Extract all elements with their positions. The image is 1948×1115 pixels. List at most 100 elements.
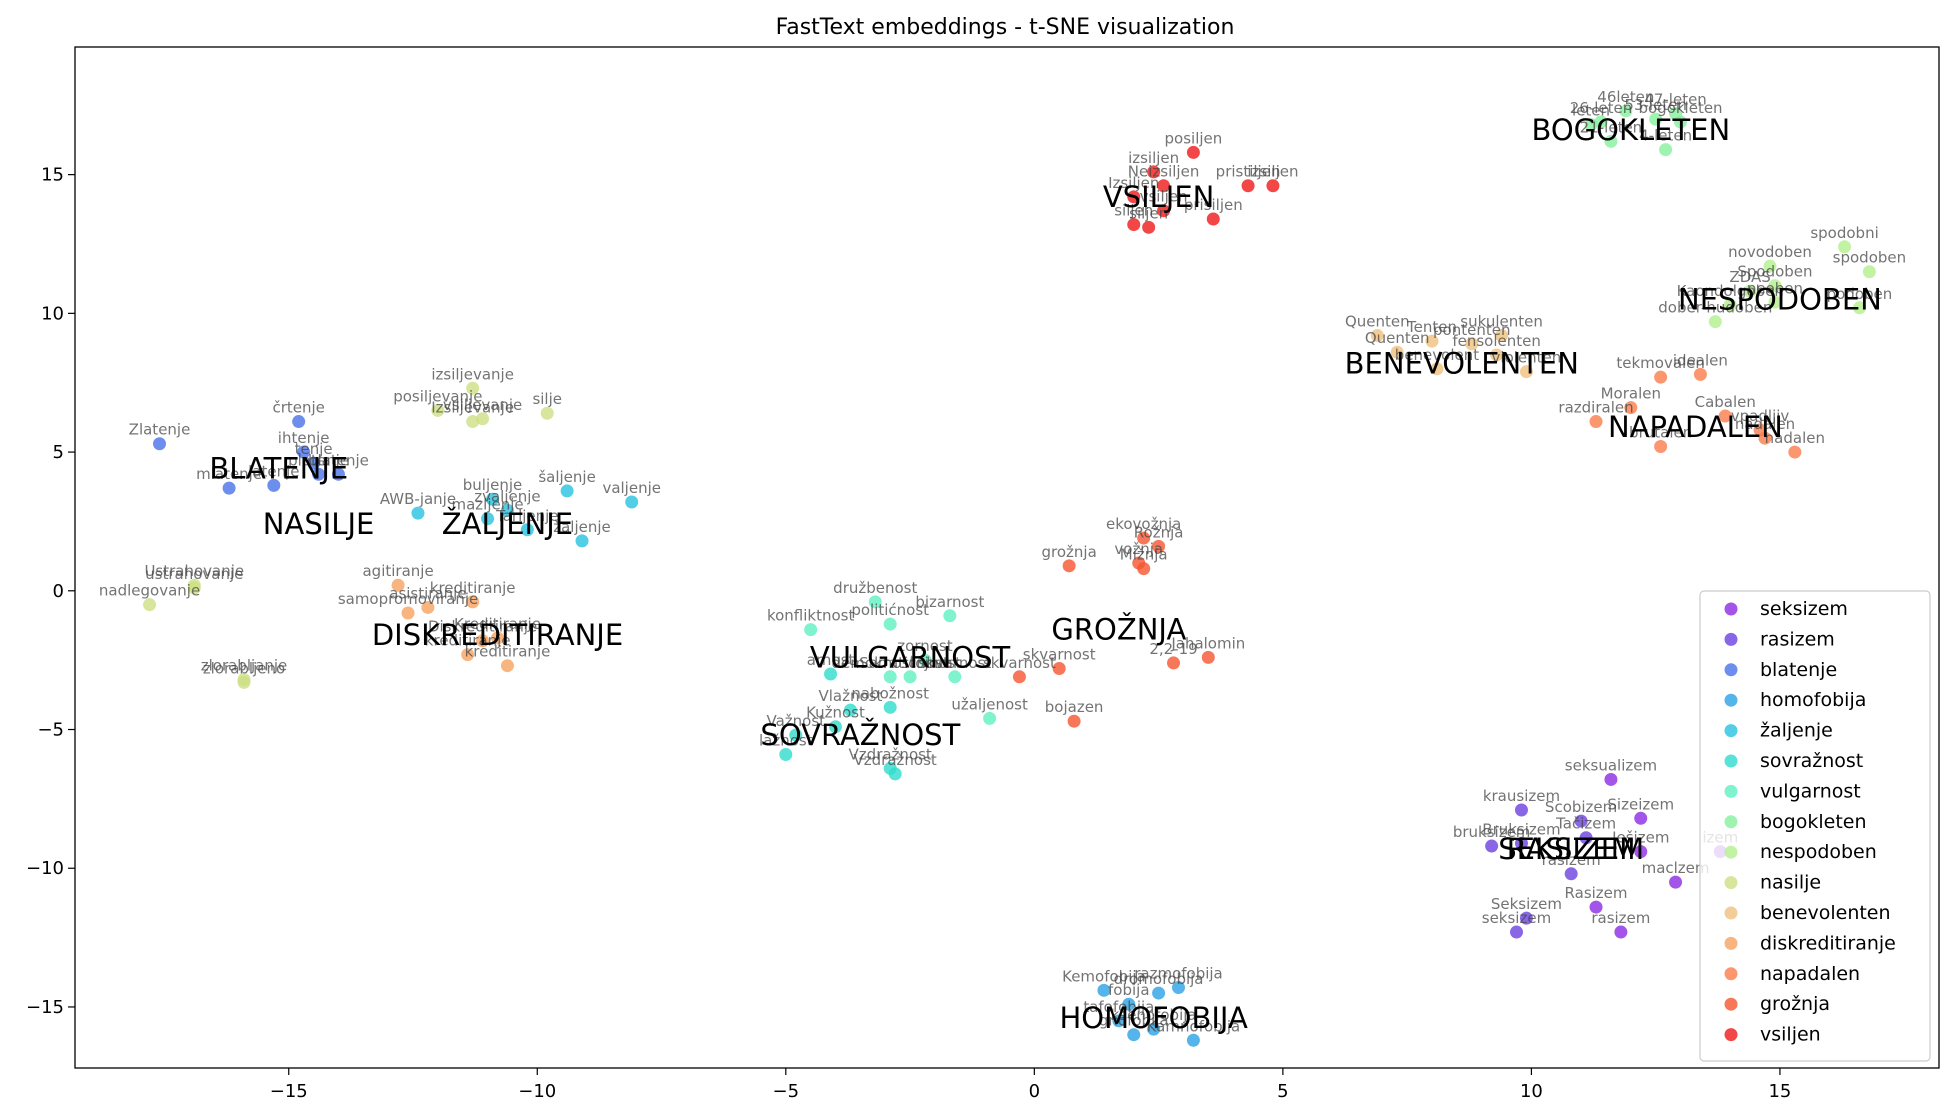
legend-marker [1724, 1028, 1738, 1042]
point-seksizem [1634, 811, 1648, 825]
legend-label: bogokleten [1760, 811, 1867, 833]
cluster-label: NESPODOBEN [1678, 282, 1882, 316]
point-nasilje [431, 403, 445, 417]
x-tick-label: 0 [1029, 1081, 1040, 1102]
word-label: Tarljenje [495, 507, 559, 525]
word-label: sukulenten [1460, 313, 1543, 331]
word-label: prisiljen [1184, 196, 1243, 214]
word-label: siljen [1129, 204, 1168, 222]
y-tick-label: 10 [41, 303, 64, 324]
legend-label: grožnja [1760, 993, 1830, 1015]
word-label: razdiralen [1558, 399, 1633, 417]
word-label: ustrahovanje [145, 565, 243, 583]
point-seksizem [1589, 900, 1603, 914]
point-nasilje [187, 581, 201, 595]
word-label: Važnost [766, 712, 825, 730]
word-label: konfliktnost [767, 607, 855, 625]
point-vsiljen [1266, 179, 1280, 193]
word-label: 46leten [1597, 88, 1654, 106]
word-label: spodoben [1833, 249, 1906, 267]
point-grožnja [1137, 531, 1151, 545]
point-rasizem [1485, 839, 1499, 853]
legend-label: benevolenten [1760, 902, 1891, 924]
legend-marker [1724, 936, 1738, 950]
point-grožnja [1062, 559, 1076, 573]
y-tick-label: 15 [41, 165, 64, 186]
word-label: črtenje [272, 399, 324, 417]
y-tick-label: 0 [53, 581, 64, 602]
x-tick-label: 10 [1520, 1081, 1543, 1102]
point-vulgarnost [983, 711, 997, 725]
legend-label: homofobija [1760, 689, 1866, 711]
point-rasizem [1514, 836, 1528, 850]
cluster-label: VSILJEN [1103, 180, 1215, 214]
word-label: Samostojnost [859, 654, 961, 672]
point-seksizem [1669, 875, 1683, 889]
point-blatenje [331, 467, 345, 481]
word-label: Moralen [1601, 385, 1661, 403]
point-diskreditiranje [401, 606, 415, 620]
word-label: 53-leten [1624, 96, 1687, 114]
point-žaljenje [625, 495, 639, 509]
point-žaljenje [500, 503, 514, 517]
point-nasilje [476, 412, 490, 426]
point-nasilje [466, 381, 480, 395]
point-grožnja [1152, 539, 1166, 553]
plot-frame [74, 46, 1940, 1069]
cluster-label: SEKSIZEM [1498, 832, 1644, 866]
word-label: posiljevanje [393, 387, 482, 405]
word-label: vožnja [1114, 540, 1163, 558]
y-tick-label: −15 [26, 997, 64, 1018]
cluster-label: VULGARNOST [810, 640, 1011, 674]
word-label: skvarnost [918, 654, 991, 672]
word-label: zlorabljanje [201, 657, 288, 675]
point-vulgarnost [948, 670, 962, 684]
word-label: Zlatenje [129, 421, 191, 439]
point-grožnja [1052, 661, 1066, 675]
point-sovražnost [888, 767, 902, 781]
legend-marker [1724, 967, 1738, 981]
point-nasilje [237, 675, 251, 689]
word-label: mazljenje [451, 496, 523, 514]
word-label: zornost [897, 637, 952, 655]
point-rasizem [1519, 911, 1533, 925]
point-sovražnost [779, 747, 793, 761]
point-nespodoben [1768, 279, 1782, 293]
word-label: valjenje [602, 479, 661, 497]
point-vsiljen [1127, 190, 1141, 204]
cluster-labels: BOGOKLETEN VSILJEN NESPODOBEN BENEVOLENTEN N… [209, 113, 1882, 1035]
point-vsiljen [1157, 179, 1171, 193]
word-label: Kužnost [806, 704, 865, 722]
word-label: krausizem [1483, 787, 1560, 805]
word-label: bruksizem [1453, 823, 1531, 841]
word-label: violenten [1492, 349, 1562, 367]
cluster-label: NAPADALEN [1608, 410, 1783, 444]
cluster-label: SOVRAŽNOST [760, 718, 960, 752]
point-homofobija [1122, 997, 1136, 1011]
word-label: skvarnost [983, 654, 1056, 672]
legend-label: vulgarnost [1760, 780, 1861, 802]
word-label: spodobni [1810, 224, 1878, 242]
word-label: žaljenje [553, 518, 611, 536]
point-benevolenten [1490, 348, 1504, 362]
legend-marker [1724, 906, 1738, 920]
word-label: pontenten [1433, 321, 1510, 339]
point-bogokleten [1619, 104, 1633, 118]
word-label: fensolenten [1452, 332, 1541, 350]
point-bogokleten [1604, 134, 1618, 148]
x-tick-label: −10 [518, 1081, 556, 1102]
point-bogokleten [1659, 143, 1673, 157]
point-žaljenje [481, 512, 495, 526]
point-žaljenje [411, 506, 425, 520]
point-bogokleten [1584, 118, 1598, 132]
point-vsiljen [1127, 218, 1141, 232]
point-bogokleten [1594, 115, 1608, 129]
word-label: Vlažnost [818, 687, 882, 705]
chart-title: FastText embeddings - t-SNE visualizatio… [776, 15, 1235, 40]
word-label: izsiljen [1128, 149, 1179, 167]
word-label: idealen [1673, 351, 1728, 369]
word-label: novodoben [1728, 243, 1812, 261]
word-label: Kamnofobija [1147, 1017, 1241, 1035]
point-vulgarnost [883, 670, 897, 684]
x-tick-label: −15 [270, 1081, 308, 1102]
